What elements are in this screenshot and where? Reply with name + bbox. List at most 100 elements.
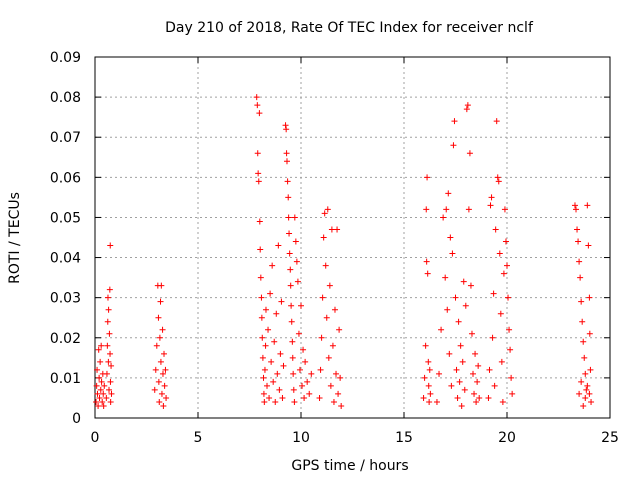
data-point [163, 394, 170, 401]
data-point [304, 378, 311, 385]
data-point [450, 142, 457, 149]
data-point [270, 378, 277, 385]
data-point [275, 242, 282, 249]
data-point [442, 274, 449, 281]
data-point [300, 346, 307, 353]
data-point [588, 398, 595, 405]
data-point [306, 390, 313, 397]
data-point [424, 174, 431, 181]
data-point [153, 342, 160, 349]
plot-frame [94, 56, 611, 419]
data-point [93, 382, 100, 389]
data-point [319, 294, 326, 301]
data-point [317, 366, 324, 373]
data-point [260, 390, 267, 397]
data-point [94, 366, 101, 373]
data-point [107, 350, 114, 357]
data-point [586, 390, 593, 397]
data-point [264, 382, 271, 389]
data-point [98, 378, 105, 385]
data-point [423, 206, 430, 213]
data-point [571, 202, 578, 209]
data-point [96, 374, 103, 381]
data-point [573, 206, 580, 213]
data-point [283, 158, 290, 165]
chart-title: Day 210 of 2018, Rate Of TEC Index for r… [165, 20, 534, 36]
data-point [456, 378, 463, 385]
data-point [433, 398, 440, 405]
data-point [108, 390, 115, 397]
data-point [261, 398, 268, 405]
data-point [426, 366, 433, 373]
x-tick-label: 5 [194, 430, 203, 446]
data-point [292, 238, 299, 245]
data-point [586, 294, 593, 301]
data-point [336, 326, 343, 333]
data-point [497, 310, 504, 317]
data-point [582, 370, 589, 377]
data-point [272, 398, 279, 405]
data-point [451, 118, 458, 125]
data-point [500, 270, 507, 277]
data-point [256, 110, 263, 117]
y-tick-label: 0.08 [50, 90, 81, 106]
data-point [105, 358, 112, 365]
data-point [290, 386, 297, 393]
data-point [278, 298, 285, 305]
data-point [576, 258, 583, 265]
data-point [420, 394, 427, 401]
data-point [465, 206, 472, 213]
data-point [286, 250, 293, 257]
data-point [152, 366, 159, 373]
data-point [94, 390, 101, 397]
data-point [260, 374, 267, 381]
data-point [577, 274, 584, 281]
data-point [422, 342, 429, 349]
data-point [259, 354, 266, 361]
grid [95, 57, 610, 418]
data-point [586, 330, 593, 337]
data-point [423, 258, 430, 265]
data-point [321, 210, 328, 217]
data-point [502, 238, 509, 245]
data-point [287, 266, 294, 273]
data-point [488, 194, 495, 201]
data-point [95, 346, 102, 353]
y-tick-label: 0.06 [50, 170, 81, 186]
data-point [271, 338, 278, 345]
data-point [280, 362, 287, 369]
data-point [103, 370, 110, 377]
x-tick-label: 10 [292, 430, 310, 446]
data-point [289, 354, 296, 361]
data-point [282, 122, 289, 129]
data-point [257, 246, 264, 253]
data-point [93, 398, 100, 405]
data-point [587, 366, 594, 373]
data-point [100, 402, 107, 409]
data-point [504, 262, 510, 269]
data-point [338, 402, 345, 409]
data-point [159, 370, 166, 377]
data-point [161, 350, 168, 357]
data-point [585, 242, 592, 249]
data-point [440, 214, 447, 221]
data-point [265, 326, 272, 333]
data-point [291, 214, 298, 221]
data-point [325, 354, 332, 361]
data-point [443, 206, 450, 213]
data-point [447, 234, 454, 241]
data-point [103, 394, 110, 401]
data-point [294, 278, 301, 285]
data-point [493, 118, 500, 125]
y-tick-label: 0.03 [50, 291, 81, 307]
y-axis-label: ROTI / TECUs [7, 192, 23, 284]
data-point [254, 102, 261, 109]
data-point [106, 330, 113, 337]
data-point [156, 398, 163, 405]
data-point [470, 370, 477, 377]
data-point [255, 178, 262, 185]
data-point [288, 302, 295, 309]
data-point [288, 318, 295, 325]
data-point [104, 318, 111, 325]
